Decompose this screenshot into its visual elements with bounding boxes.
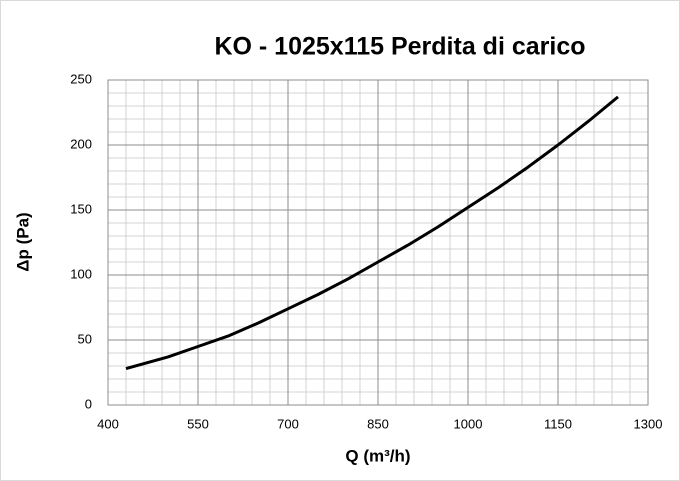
y-tick-label: 100	[70, 266, 92, 281]
x-axis-label: Q (m³/h)	[345, 446, 410, 465]
x-tick-label: 700	[277, 416, 299, 431]
x-tick-label: 1000	[454, 416, 483, 431]
x-tick-label: 850	[367, 416, 389, 431]
y-tick-label: 0	[85, 396, 92, 411]
chart-title: KO - 1025x115 Perdita di carico	[214, 33, 585, 61]
y-tick-label: 50	[78, 331, 92, 346]
y-tick-label: 150	[70, 201, 92, 216]
y-tick-label: 250	[70, 71, 92, 86]
x-tick-label: 550	[187, 416, 209, 431]
plot-border	[107, 79, 649, 406]
y-tick-label: 200	[70, 136, 92, 151]
x-tick-label: 400	[97, 416, 119, 431]
data-line	[125, 95, 619, 371]
x-tick-label: 1300	[634, 416, 663, 431]
x-tick-label: 1150	[544, 416, 572, 431]
y-axis-label: Δp (Pa)	[13, 212, 32, 271]
